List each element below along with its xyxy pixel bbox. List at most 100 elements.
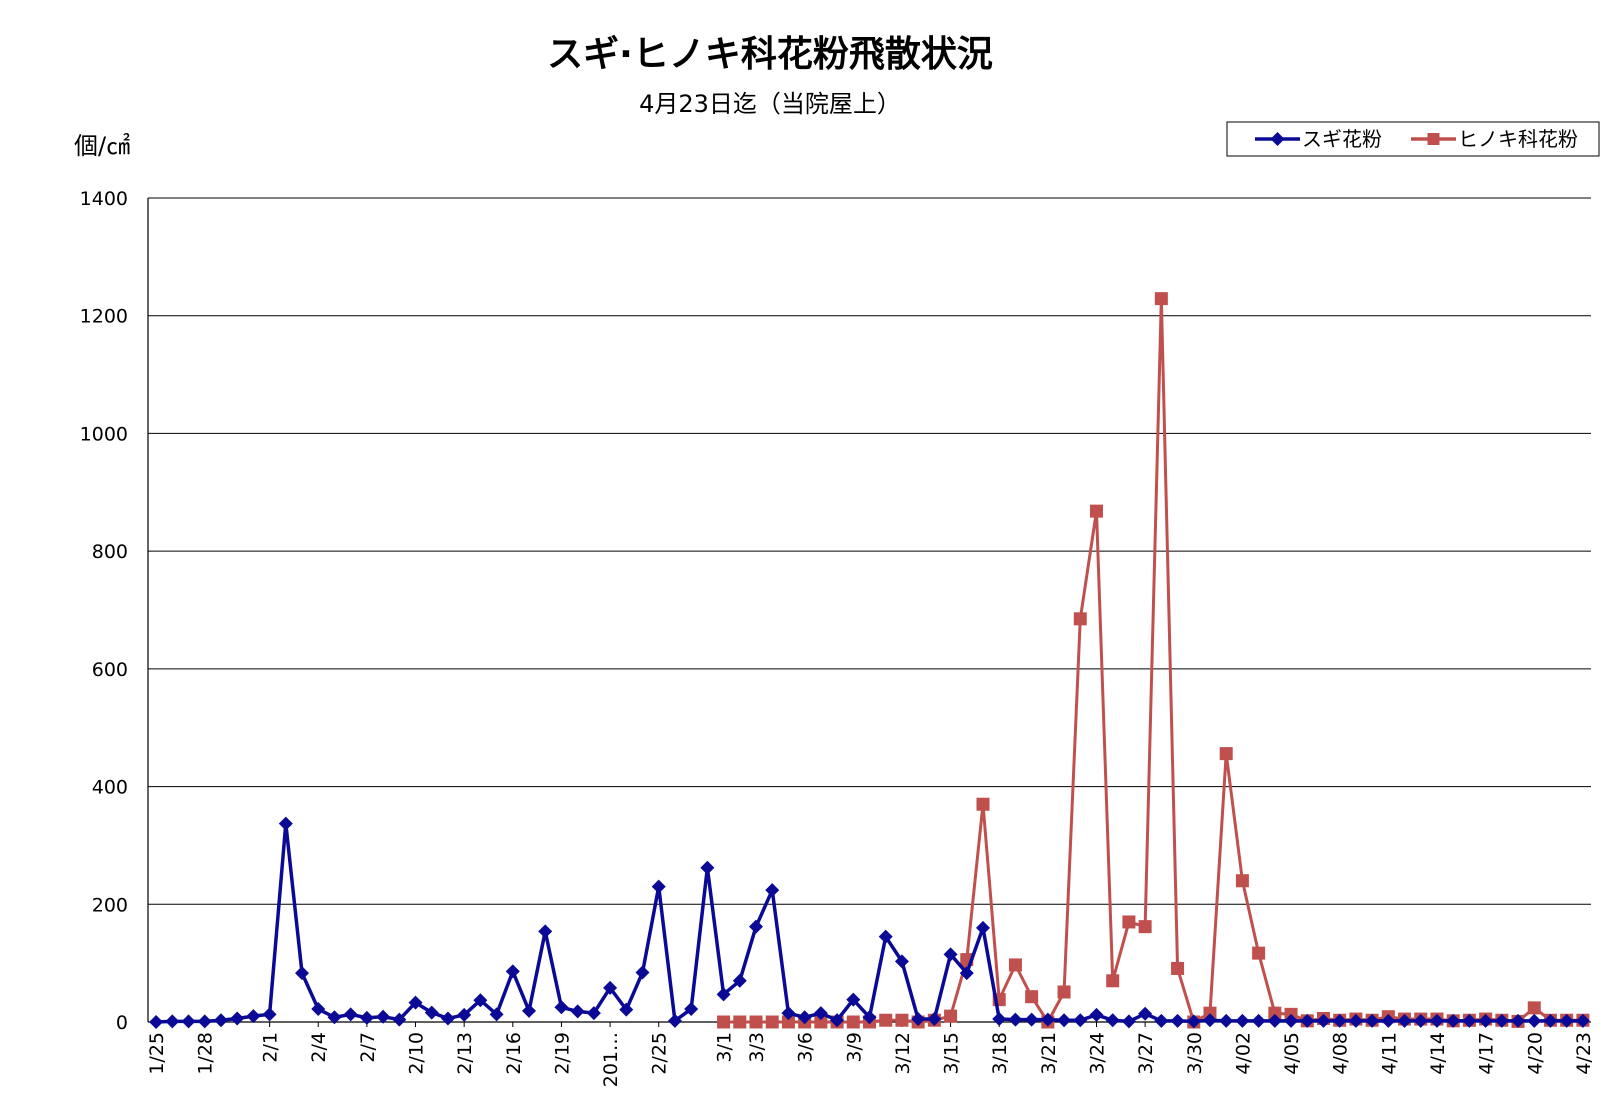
y-axis-ticks: 0 200 400 600 800 1000 1200 1400 bbox=[80, 188, 128, 1034]
legend: スギ花粉 ヒノキ科花粉 bbox=[1226, 121, 1600, 157]
data-point bbox=[1025, 990, 1039, 1004]
data-point bbox=[278, 816, 293, 831]
data-point bbox=[700, 860, 715, 875]
x-tick-label: 3/24 bbox=[1086, 1032, 1108, 1075]
data-point bbox=[1429, 1013, 1444, 1028]
data-point bbox=[1203, 1006, 1217, 1020]
data-point bbox=[522, 1003, 537, 1018]
data-point bbox=[1267, 1013, 1282, 1028]
x-tick-label: 3/3 bbox=[746, 1032, 768, 1063]
data-point bbox=[1511, 1013, 1526, 1028]
x-tick-label: 4/02 bbox=[1232, 1032, 1254, 1075]
data-point bbox=[781, 1006, 796, 1021]
data-point bbox=[181, 1014, 196, 1029]
data-point bbox=[1251, 1013, 1266, 1028]
data-point bbox=[1462, 1013, 1477, 1028]
data-point bbox=[1316, 1013, 1331, 1028]
data-point bbox=[1446, 1013, 1461, 1028]
data-point bbox=[1089, 1007, 1104, 1022]
data-point bbox=[359, 1010, 374, 1025]
series-line-diamond bbox=[156, 821, 1583, 1024]
data-point bbox=[635, 965, 650, 980]
legend-label-hinoki: ヒノキ科花粉 bbox=[1458, 127, 1578, 151]
data-point bbox=[1202, 1013, 1217, 1028]
data-point bbox=[765, 1015, 779, 1029]
x-tick-label: 2/25 bbox=[649, 1032, 671, 1075]
data-point bbox=[1040, 1012, 1055, 1027]
data-point bbox=[895, 1013, 909, 1027]
data-point bbox=[749, 1015, 763, 1029]
data-point bbox=[894, 954, 909, 969]
x-tick-label: 2/1 bbox=[260, 1032, 282, 1063]
data-point bbox=[1008, 1012, 1023, 1027]
y-tick-label: 0 bbox=[116, 1012, 128, 1034]
data-point bbox=[732, 973, 747, 988]
gridlines bbox=[148, 197, 1591, 905]
x-tick-label: 3/12 bbox=[892, 1032, 914, 1075]
data-point bbox=[1348, 1013, 1363, 1028]
data-point bbox=[1138, 920, 1152, 934]
data-point bbox=[440, 1011, 455, 1026]
data-point bbox=[473, 993, 488, 1008]
data-point bbox=[667, 1013, 682, 1028]
y-axis-unit-label: 個/㎠ bbox=[74, 132, 130, 160]
axes bbox=[147, 198, 1591, 1023]
x-tick-label: 3/15 bbox=[941, 1032, 963, 1075]
x-tick-label: 4/05 bbox=[1281, 1032, 1303, 1075]
x-tick-label: 4/14 bbox=[1427, 1032, 1449, 1075]
data-point bbox=[213, 1013, 228, 1028]
data-point bbox=[311, 1002, 326, 1017]
data-point bbox=[976, 797, 990, 811]
data-point bbox=[717, 1015, 731, 1029]
data-point bbox=[797, 1010, 812, 1025]
data-point bbox=[651, 879, 666, 894]
data-point bbox=[1122, 915, 1136, 929]
data-point bbox=[408, 995, 423, 1010]
y-tick-label: 600 bbox=[92, 659, 128, 681]
data-point bbox=[1365, 1013, 1380, 1028]
data-point bbox=[1494, 1013, 1509, 1028]
data-point bbox=[814, 1015, 828, 1029]
data-point bbox=[197, 1014, 212, 1029]
data-point bbox=[327, 1010, 342, 1025]
x-tick-label: 2/13 bbox=[454, 1032, 476, 1075]
data-point bbox=[878, 929, 893, 944]
y-tick-label: 1000 bbox=[80, 423, 128, 445]
data-point bbox=[1268, 1006, 1282, 1020]
data-point bbox=[1300, 1013, 1315, 1028]
legend-marker-sugi bbox=[1270, 132, 1285, 146]
x-tick-label: 2/7 bbox=[357, 1032, 379, 1063]
series-hinoki bbox=[717, 292, 1590, 1029]
y-tick-label: 200 bbox=[92, 894, 128, 916]
data-point bbox=[392, 1012, 407, 1027]
x-tick-label: 3/1 bbox=[714, 1032, 736, 1063]
data-point bbox=[1559, 1013, 1574, 1028]
legend-label-sugi: スギ花粉 bbox=[1302, 127, 1382, 151]
x-tick-label: 3/18 bbox=[989, 1032, 1011, 1075]
x-tick-label: 4/20 bbox=[1524, 1032, 1546, 1075]
data-point bbox=[489, 1007, 504, 1022]
chart-subtitle: 4月23日迄（当院屋上） bbox=[639, 90, 901, 118]
data-point bbox=[1543, 1013, 1558, 1028]
data-point bbox=[149, 1015, 164, 1029]
series-line-square bbox=[723, 297, 1583, 1024]
data-point bbox=[1235, 874, 1249, 888]
x-tick-label: 3/6 bbox=[795, 1032, 817, 1063]
data-point bbox=[943, 947, 958, 962]
data-point bbox=[781, 1015, 795, 1029]
data-point bbox=[1024, 1012, 1039, 1027]
data-point bbox=[586, 1006, 601, 1021]
y-tick-label: 400 bbox=[92, 777, 128, 799]
x-tick-label: 201… bbox=[600, 1032, 622, 1087]
data-point bbox=[830, 1013, 845, 1028]
data-point bbox=[1575, 1013, 1590, 1028]
data-point bbox=[1057, 1013, 1072, 1028]
data-point bbox=[749, 919, 764, 934]
data-point bbox=[457, 1007, 472, 1022]
y-tick-label: 1400 bbox=[80, 188, 128, 210]
data-point bbox=[1186, 1014, 1201, 1029]
data-point bbox=[1154, 292, 1168, 306]
x-tick-label: 2/4 bbox=[308, 1032, 330, 1063]
data-point bbox=[846, 992, 861, 1007]
